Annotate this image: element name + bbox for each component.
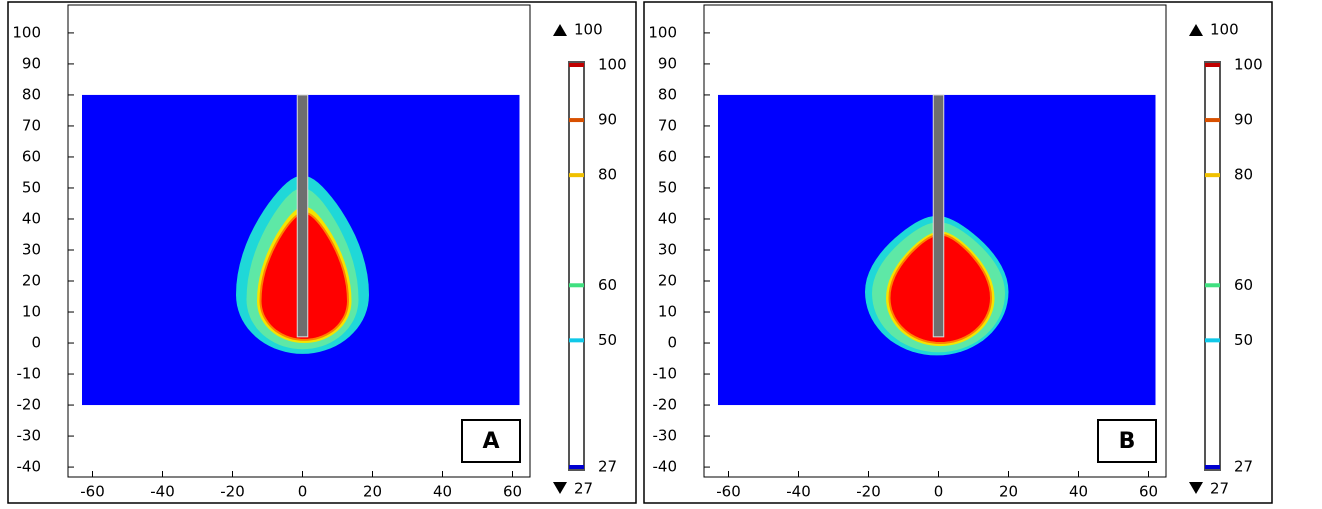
y-tick-label: -30 xyxy=(653,427,678,445)
y-tick-label: 20 xyxy=(22,272,41,290)
colorbar-level xyxy=(1205,465,1220,469)
colorbar-min: 27 xyxy=(1210,480,1229,498)
y-tick-label: 60 xyxy=(658,147,677,165)
x-tick-label: 40 xyxy=(1069,483,1088,501)
max-marker xyxy=(1189,24,1203,36)
colorbar-min: 27 xyxy=(574,480,593,498)
y-tick-label: -30 xyxy=(17,427,42,445)
colorbar-level xyxy=(1205,338,1220,343)
y-tick-label: 10 xyxy=(22,303,41,321)
colorbar-level xyxy=(569,465,584,469)
y-tick-label: -10 xyxy=(17,365,42,383)
colorbar-level xyxy=(569,118,584,123)
colorbar-level xyxy=(569,173,584,178)
y-tick-label: 30 xyxy=(22,240,41,258)
y-tick-label: 40 xyxy=(658,209,677,227)
x-tick-label: 20 xyxy=(363,483,382,501)
y-tick-label: 60 xyxy=(22,147,41,165)
plot-frame xyxy=(67,4,531,478)
colorbar-tick-label: 80 xyxy=(1234,166,1253,184)
colorbar-max: 100 xyxy=(1210,21,1239,39)
y-tick-label: 30 xyxy=(658,240,677,258)
colorbar-tick-label: 100 xyxy=(1234,56,1263,74)
y-tick-label: -40 xyxy=(653,458,678,476)
x-tick-label: -20 xyxy=(856,483,881,501)
y-tick-label: 100 xyxy=(12,23,41,41)
y-tick-label: 50 xyxy=(658,178,677,196)
x-tick-label: -60 xyxy=(716,483,741,501)
colorbar-level xyxy=(569,338,584,343)
y-tick-label: 80 xyxy=(658,85,677,103)
probe xyxy=(932,94,945,338)
y-tick-label: 20 xyxy=(658,272,677,290)
colorbar-tick-label: 50 xyxy=(598,331,617,349)
y-tick-label: -20 xyxy=(653,396,678,414)
colorbar-tick-label: 60 xyxy=(1234,276,1253,294)
panel-label: A xyxy=(482,429,499,454)
colorbar-tick-label: 60 xyxy=(598,276,617,294)
y-tick-label: 70 xyxy=(658,116,677,134)
x-tick-label: -20 xyxy=(220,483,245,501)
panel-border xyxy=(643,1,1273,504)
panel-label: B xyxy=(1119,429,1136,454)
panel-label-box xyxy=(461,419,521,463)
y-tick-label: 50 xyxy=(22,178,41,196)
probe xyxy=(296,94,309,338)
y-tick-label: -40 xyxy=(17,458,42,476)
colorbar xyxy=(1204,61,1221,471)
colorbar-max: 100 xyxy=(574,21,603,39)
colorbar-tick-label: 90 xyxy=(598,111,617,129)
colorbar-level xyxy=(569,63,584,67)
colorbar xyxy=(568,61,585,471)
x-tick-label: 20 xyxy=(999,483,1018,501)
colorbar-level xyxy=(1205,173,1220,178)
colorbar-level xyxy=(569,283,584,288)
colorbar-tick-label: 50 xyxy=(1234,331,1253,349)
y-tick-label: -20 xyxy=(17,396,42,414)
panel-border xyxy=(7,1,637,504)
colorbar-tick-label: 27 xyxy=(598,458,617,476)
min-marker xyxy=(553,482,567,494)
colorbar-tick-label: 80 xyxy=(598,166,617,184)
x-tick-label: 0 xyxy=(298,483,308,501)
x-tick-label: 40 xyxy=(433,483,452,501)
y-tick-label: 80 xyxy=(22,85,41,103)
min-marker xyxy=(1189,482,1203,494)
y-tick-label: -10 xyxy=(653,365,678,383)
plot-frame xyxy=(703,4,1167,478)
colorbar-tick-label: 27 xyxy=(1234,458,1253,476)
y-tick-label: 90 xyxy=(22,54,41,72)
x-tick-label: 60 xyxy=(503,483,522,501)
x-tick-label: -40 xyxy=(786,483,811,501)
x-tick-label: 60 xyxy=(1139,483,1158,501)
max-marker xyxy=(553,24,567,36)
y-tick-label: 40 xyxy=(22,209,41,227)
colorbar-tick-label: 90 xyxy=(1234,111,1253,129)
x-tick-label: -60 xyxy=(80,483,105,501)
x-tick-label: 0 xyxy=(934,483,944,501)
y-tick-label: 0 xyxy=(31,334,41,352)
colorbar-level xyxy=(1205,283,1220,288)
colorbar-tick-label: 100 xyxy=(598,56,627,74)
y-tick-label: 90 xyxy=(658,54,677,72)
colorbar-level xyxy=(1205,63,1220,67)
y-tick-label: 0 xyxy=(667,334,677,352)
y-tick-label: 100 xyxy=(648,23,677,41)
panel-label-box xyxy=(1097,419,1157,463)
x-tick-label: -40 xyxy=(150,483,175,501)
y-tick-label: 10 xyxy=(658,303,677,321)
colorbar-level xyxy=(1205,118,1220,123)
y-tick-label: 70 xyxy=(22,116,41,134)
